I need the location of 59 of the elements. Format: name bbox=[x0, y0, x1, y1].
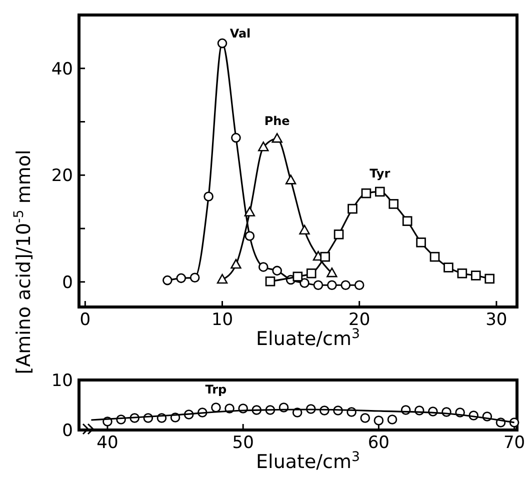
point bbox=[326, 268, 338, 278]
point bbox=[272, 132, 282, 143]
point bbox=[299, 224, 310, 235]
point bbox=[217, 38, 228, 48]
x-tick-label: 30 bbox=[486, 310, 508, 330]
series-label: Tyr bbox=[370, 166, 390, 181]
y-tick-label: 10 bbox=[51, 370, 73, 391]
point bbox=[375, 186, 385, 197]
point bbox=[306, 268, 316, 278]
point bbox=[265, 276, 276, 286]
point bbox=[258, 142, 269, 152]
series-label: Val bbox=[230, 26, 251, 40]
point bbox=[334, 230, 344, 240]
series-label: Phe bbox=[264, 114, 290, 128]
point bbox=[444, 262, 454, 272]
point bbox=[216, 274, 228, 284]
point bbox=[190, 272, 200, 283]
point bbox=[285, 174, 296, 184]
point bbox=[416, 238, 426, 248]
point bbox=[457, 268, 468, 278]
x-axis-title: Eluate/cm$^{3}$ bbox=[256, 326, 360, 350]
point bbox=[313, 280, 324, 290]
x-tick-label: 0 bbox=[80, 310, 91, 330]
point bbox=[430, 252, 440, 262]
x-axis-title: Eluate/cm$^{3}$ bbox=[256, 450, 360, 473]
point bbox=[320, 252, 330, 262]
point bbox=[340, 280, 351, 290]
y-tick-label: 0 bbox=[62, 272, 73, 293]
point bbox=[204, 192, 214, 202]
point bbox=[230, 258, 242, 269]
point bbox=[231, 132, 241, 143]
point bbox=[300, 278, 310, 288]
point bbox=[244, 206, 256, 216]
y-tick-label: 40 bbox=[51, 59, 73, 80]
point bbox=[327, 280, 337, 290]
point bbox=[470, 270, 481, 280]
point bbox=[361, 188, 372, 198]
point bbox=[360, 413, 370, 423]
point bbox=[176, 273, 186, 284]
x-tick-label: 60 bbox=[368, 433, 390, 453]
point bbox=[292, 272, 303, 282]
x-tick-label: 40 bbox=[96, 433, 118, 453]
y-tick-label: 20 bbox=[51, 166, 73, 186]
point bbox=[272, 266, 282, 276]
point bbox=[244, 231, 255, 241]
x-tick-label: 10 bbox=[211, 310, 234, 330]
point bbox=[484, 274, 494, 284]
point bbox=[348, 204, 358, 214]
point bbox=[374, 416, 384, 426]
series-label: Trp bbox=[205, 382, 228, 396]
point bbox=[388, 199, 399, 209]
point bbox=[211, 402, 221, 412]
x-tick-label: 70 bbox=[503, 433, 526, 453]
point bbox=[387, 414, 398, 424]
point bbox=[354, 280, 364, 290]
point bbox=[402, 216, 412, 226]
point bbox=[162, 275, 172, 286]
x-tick-label: 50 bbox=[232, 433, 254, 453]
point bbox=[258, 262, 268, 272]
